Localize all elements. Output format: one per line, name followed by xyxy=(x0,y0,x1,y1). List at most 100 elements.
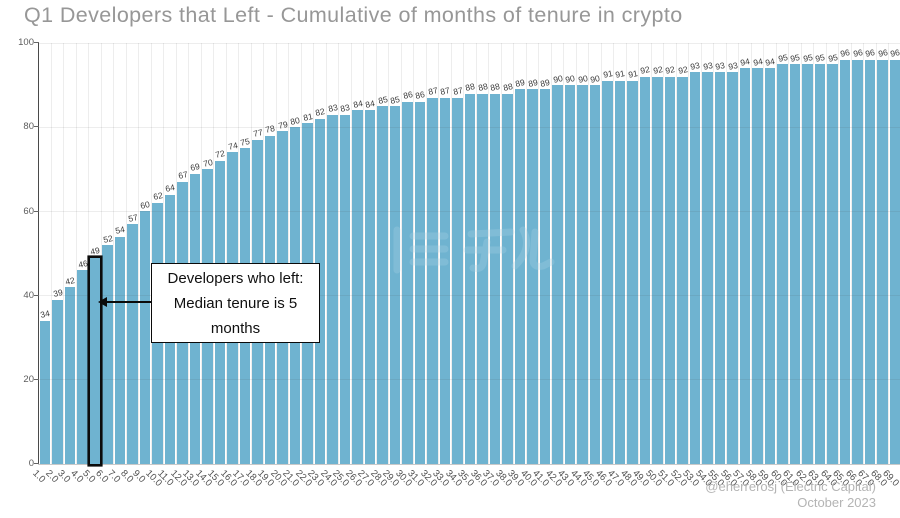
x-gridline xyxy=(638,43,640,464)
x-gridline xyxy=(688,43,690,464)
bar xyxy=(877,59,888,464)
annotation-text-line2: Median tenure is 5 xyxy=(173,294,298,312)
y-axis-spine xyxy=(38,43,40,464)
y-gridline xyxy=(39,126,900,128)
x-gridline xyxy=(563,43,565,464)
bar xyxy=(852,59,863,464)
x-gridline xyxy=(50,43,52,464)
bar xyxy=(564,85,576,464)
x-gridline xyxy=(800,43,802,464)
x-gridline xyxy=(425,43,427,464)
x-gridline xyxy=(738,43,740,464)
x-gridline xyxy=(163,43,165,464)
x-gridline xyxy=(463,43,465,464)
bar-highlighted-median xyxy=(89,257,101,464)
bar xyxy=(739,68,751,464)
chart-title: Q1 Developers that Left - Cumulative of … xyxy=(24,3,683,27)
bar xyxy=(64,287,76,464)
x-gridline xyxy=(88,43,90,464)
bar xyxy=(327,114,338,464)
y-tick-mark xyxy=(34,463,39,465)
x-gridline xyxy=(675,43,677,464)
bar xyxy=(614,80,626,464)
bar xyxy=(364,110,376,464)
bar xyxy=(589,85,601,464)
x-gridline xyxy=(250,43,252,464)
y-tick-label: 80 xyxy=(23,121,34,133)
x-gridline xyxy=(613,43,615,464)
x-gridline xyxy=(625,43,627,464)
x-gridline xyxy=(713,43,715,464)
y-tick-mark xyxy=(34,378,39,380)
x-gridline xyxy=(263,43,265,464)
annotation-arrowhead-icon xyxy=(98,297,107,307)
annotation-text-line1: Developers who left: xyxy=(167,269,304,287)
bar xyxy=(102,245,113,464)
bar xyxy=(827,64,838,464)
bar xyxy=(752,68,763,464)
x-gridline xyxy=(825,43,827,464)
x-gridline xyxy=(488,43,490,464)
x-gridline xyxy=(438,43,440,464)
bar xyxy=(489,93,501,464)
attribution: @eherrerosj (Electric Capital) October 2… xyxy=(705,479,876,511)
x-gridline xyxy=(200,43,202,464)
annotation-arrow-line xyxy=(106,301,152,303)
x-gridline xyxy=(750,43,752,464)
x-gridline xyxy=(325,43,327,464)
y-tick-label: 0 xyxy=(28,458,34,470)
bar xyxy=(477,93,488,464)
x-gridline xyxy=(575,43,577,464)
x-gridline xyxy=(213,43,215,464)
x-gridline xyxy=(313,43,315,464)
bar xyxy=(389,106,401,464)
x-gridline xyxy=(863,43,865,464)
bar xyxy=(439,97,451,464)
x-gridline xyxy=(700,43,702,464)
x-gridline xyxy=(500,43,502,464)
y-tick-label: 60 xyxy=(23,205,34,217)
bar xyxy=(839,59,851,464)
bar xyxy=(727,72,738,464)
bar xyxy=(714,72,726,464)
x-gridline xyxy=(388,43,390,464)
bar xyxy=(889,59,900,464)
x-gridline xyxy=(225,43,227,464)
bar xyxy=(639,76,651,464)
x-gridline xyxy=(850,43,852,464)
bar xyxy=(777,64,788,464)
x-gridline xyxy=(888,43,890,464)
x-gridline xyxy=(475,43,477,464)
bar xyxy=(764,68,776,464)
bar xyxy=(127,224,138,464)
x-gridline xyxy=(375,43,377,464)
x-gridline xyxy=(300,43,302,464)
bar xyxy=(652,76,663,464)
y-tick-mark xyxy=(34,294,39,296)
x-gridline xyxy=(113,43,115,464)
x-gridline xyxy=(338,43,340,464)
x-gridline xyxy=(100,43,102,464)
bar xyxy=(377,106,388,464)
x-gridline xyxy=(238,43,240,464)
x-gridline xyxy=(775,43,777,464)
bar xyxy=(514,89,526,464)
x-gridline xyxy=(138,43,140,464)
x-gridline xyxy=(525,43,527,464)
x-gridline xyxy=(350,43,352,464)
annotation-text-line3: months xyxy=(210,319,261,337)
bar xyxy=(139,211,151,464)
x-gridline xyxy=(550,43,552,464)
x-axis-baseline xyxy=(38,463,900,465)
bar xyxy=(864,59,876,464)
blockbeats-logo-watermark xyxy=(393,226,555,274)
y-tick-mark xyxy=(34,210,39,212)
x-gridline xyxy=(400,43,402,464)
y-tick-label: 40 xyxy=(23,289,34,301)
bar xyxy=(814,64,826,464)
bar xyxy=(114,236,126,464)
x-gridline xyxy=(125,43,127,464)
x-gridline xyxy=(63,43,65,464)
x-gridline xyxy=(838,43,840,464)
